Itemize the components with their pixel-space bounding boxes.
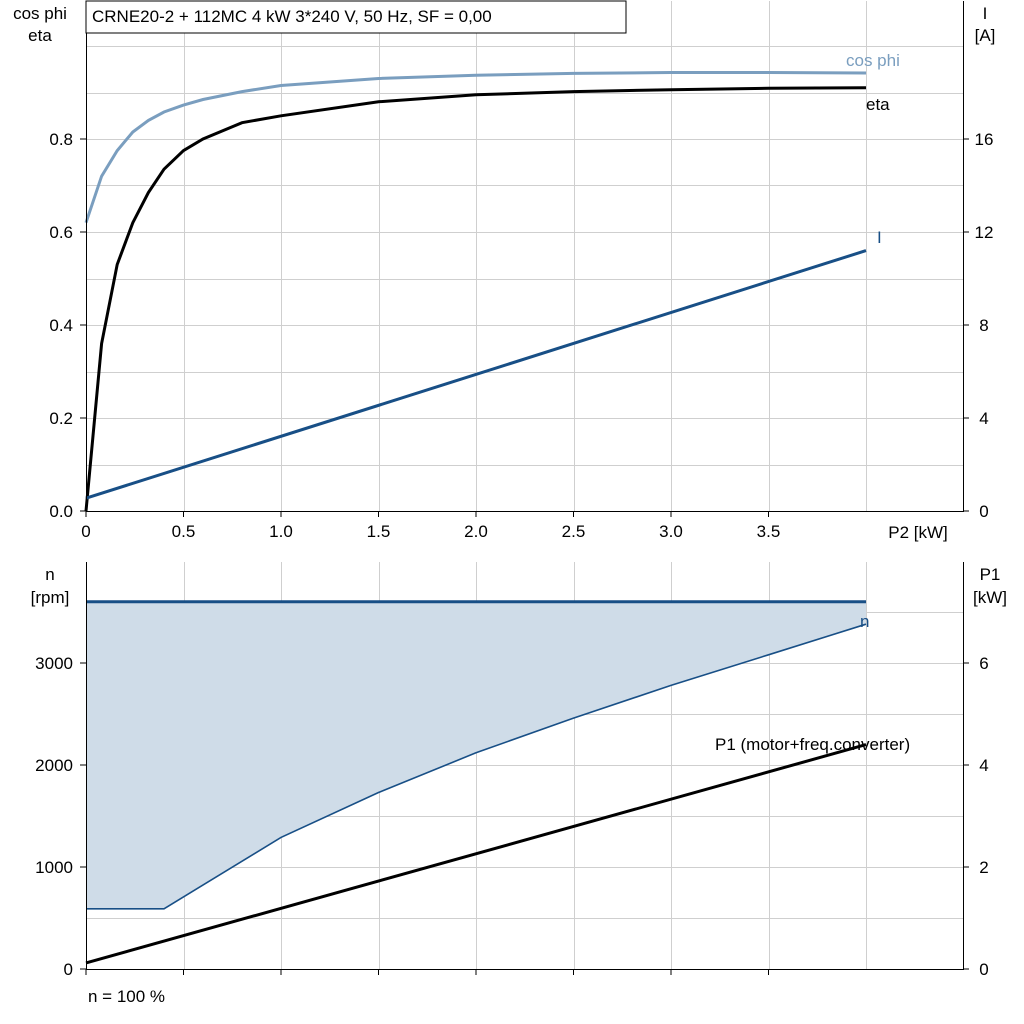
x-tick-label: 0.5 [172, 522, 196, 541]
left-y-tick-label: 0.0 [49, 502, 73, 521]
left-axis-label-speed: n [45, 565, 54, 584]
right-y-tick-label: 0 [979, 502, 988, 521]
right-y-tick-label: 0 [979, 960, 988, 979]
x-tick-label: 2.0 [464, 522, 488, 541]
series-label-p1: P1 (motor+freq.converter) [715, 735, 910, 754]
speed-footer-note: n = 100 % [88, 987, 165, 1006]
series-label-current: I [877, 228, 882, 247]
right-y-tick-label: 4 [979, 756, 988, 775]
right-axis-label-current-unit: [A] [975, 26, 996, 45]
right-axis-label-current: I [983, 4, 988, 23]
top-chart-series [84, 71, 867, 512]
x-tick-label: 2.5 [562, 522, 586, 541]
min-speed-curve [86, 623, 867, 910]
left-y-tick-label: 0.8 [49, 130, 73, 149]
current-curve [85, 249, 867, 500]
series-label-cos-phi: cos phi [846, 51, 900, 70]
chart-axes: 0 0.5 1.0 1.5 2.0 2.5 3.0 3.5 0.0 0.2 0.4 0.6 0.8 0 4 8… [35, 1, 993, 979]
x-tick-label: 3.5 [757, 522, 781, 541]
series-label-speed: n [860, 612, 869, 631]
left-y-tick-label: 0.6 [49, 223, 73, 242]
left-y-tick-label: 1000 [35, 858, 73, 877]
speed-range-area [86, 601, 866, 909]
right-y-tick-label: 6 [979, 654, 988, 673]
cos-phi-curve [84, 71, 867, 224]
right-y-tick-label: 8 [979, 316, 988, 335]
x-tick-label: 0 [81, 522, 90, 541]
speed-range-band [86, 601, 866, 909]
right-y-tick-label: 12 [975, 223, 994, 242]
left-axis-label-speed-unit: [rpm] [31, 588, 70, 607]
left-y-tick-label: 0 [64, 960, 73, 979]
x-tick-label: 1.5 [367, 522, 391, 541]
right-y-tick-label: 16 [975, 130, 994, 149]
bottom-chart-series [85, 600, 867, 965]
chart-title: CRNE20-2 + 112MC 4 kW 3*240 V, 50 Hz, SF… [92, 7, 492, 26]
x-tick-label: 3.0 [659, 522, 683, 541]
chart-title-box [85, 0, 627, 34]
x-axis-label-p2: P2 [kW] [888, 523, 948, 542]
right-axis-label-p1-unit: [kW] [973, 588, 1007, 607]
p1-curve [85, 743, 867, 965]
x-tick-label: 1.0 [269, 522, 293, 541]
left-y-tick-label: 3000 [35, 654, 73, 673]
right-y-tick-label: 2 [979, 858, 988, 877]
left-axis-label-cos-phi: cos phi [13, 4, 67, 23]
right-y-tick-label: 4 [979, 409, 988, 428]
top-chart-gridlines [86, 1, 963, 511]
right-axis-label-p1: P1 [980, 565, 1001, 584]
left-axis-label-eta: eta [28, 26, 52, 45]
left-y-tick-label: 0.4 [49, 316, 73, 335]
eta-curve [84, 86, 867, 512]
left-y-tick-label: 0.2 [49, 409, 73, 428]
series-label-eta: eta [866, 95, 890, 114]
left-y-tick-label: 2000 [35, 756, 73, 775]
